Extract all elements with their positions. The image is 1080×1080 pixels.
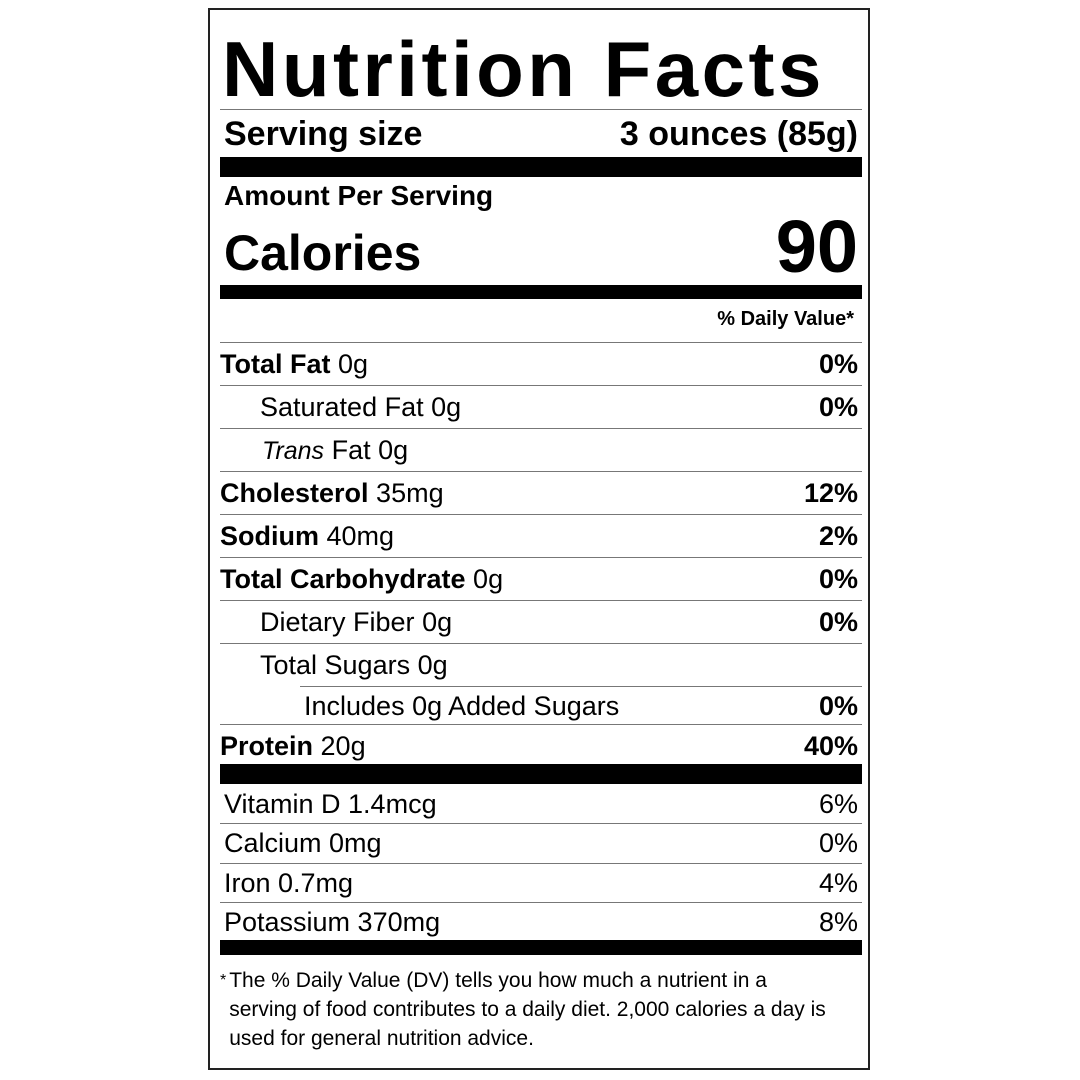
divider	[220, 724, 862, 725]
nutrient-name: Trans Fat 0g	[262, 435, 408, 466]
nutrient-row: Includes 0g Added Sugars 0%	[220, 687, 862, 725]
nutrient-amount: 20g	[320, 730, 366, 761]
nutrient-name: Total Sugars 0g	[260, 650, 448, 681]
calories-label: Calories	[224, 225, 422, 281]
thick-divider	[220, 764, 862, 784]
nutrient-name: Cholesterol 35mg	[220, 478, 444, 509]
serving-size-row: Serving size 3 ounces (85g)	[220, 112, 862, 156]
daily-value-percent: 12%	[803, 477, 858, 508]
nutrient-row: Trans Fat 0g	[220, 429, 862, 471]
footnote-star: *	[220, 972, 227, 989]
serving-size-label: Serving size	[224, 114, 423, 153]
nutrient-label: Cholesterol	[220, 477, 369, 508]
nutrient-row: Saturated Fat 0g 0%	[220, 386, 862, 428]
divider	[220, 643, 862, 644]
nutrient-row: Cholesterol 35mg 12%	[220, 472, 862, 514]
daily-value-percent: 0%	[818, 563, 858, 594]
daily-value-percent: 4%	[818, 867, 858, 898]
nutrient-name: Protein 20g	[220, 731, 366, 762]
nutrient-amount: 0g	[431, 391, 462, 422]
nutrient-row: Sodium 40mg 2%	[220, 515, 862, 557]
nutrient-name: Total Carbohydrate 0g	[220, 564, 503, 595]
divider	[220, 514, 862, 515]
divider	[300, 686, 862, 687]
divider	[220, 385, 862, 386]
nutrient-name: Saturated Fat 0g	[260, 392, 461, 423]
vitamin-name: Calcium 0mg	[224, 827, 382, 858]
footnote-text: The % Daily Value (DV) tells you how muc…	[229, 969, 826, 1050]
nutrient-amount: 0g	[338, 348, 369, 379]
nutrient-amount: 0g	[378, 434, 409, 465]
daily-value-header-label: % Daily Value*	[717, 307, 854, 330]
amount-per-serving-label: Amount Per Serving	[224, 180, 494, 211]
thick-divider	[220, 157, 862, 177]
daily-value-percent: 0%	[818, 827, 858, 858]
daily-value-percent: 0%	[818, 391, 858, 422]
nutrient-amount: 0g	[417, 649, 448, 680]
nutrient-name: Total Fat 0g	[220, 349, 368, 380]
nutrition-facts-label: Nutrition Facts Serving size 3 ounces (8…	[208, 8, 870, 1070]
nutrient-label: Sodium	[220, 520, 319, 551]
nutrient-label: Includes 0g Added Sugars	[304, 690, 620, 721]
divider	[220, 557, 862, 558]
nutrient-row: Total Fat 0g 0%	[220, 343, 862, 385]
nutrient-label: Fat	[331, 434, 371, 465]
nutrient-label: Dietary Fiber	[260, 606, 415, 637]
divider	[220, 863, 862, 864]
nutrient-amount: 35mg	[376, 477, 444, 508]
nutrient-row: Dietary Fiber 0g 0%	[220, 601, 862, 643]
daily-value-percent: 0%	[818, 606, 858, 637]
daily-value-percent: 6%	[818, 788, 858, 819]
daily-value-percent: 40%	[803, 730, 858, 761]
vitamin-row: Calcium 0mg 0%	[220, 824, 862, 862]
vitamin-name: Vitamin D 1.4mcg	[224, 788, 437, 819]
nutrient-amount: 0g	[422, 606, 453, 637]
thick-divider	[220, 285, 862, 299]
divider	[220, 109, 862, 110]
vitamin-name: Potassium 370mg	[224, 906, 441, 937]
daily-value-percent: 2%	[818, 520, 858, 551]
vitamin-row: Vitamin D 1.4mcg 6%	[220, 785, 862, 823]
label-title: Nutrition Facts	[222, 25, 825, 113]
nutrient-label: Protein	[220, 730, 314, 761]
nutrient-label: Total Sugars	[260, 649, 411, 680]
nutrient-name: Dietary Fiber 0g	[260, 607, 452, 638]
divider	[220, 471, 862, 472]
daily-value-percent: 0%	[818, 348, 858, 379]
nutrient-row: Total Sugars 0g	[220, 644, 862, 686]
daily-value-percent: 0%	[818, 690, 858, 721]
vitamin-name: Iron 0.7mg	[224, 867, 354, 898]
nutrient-name: Sodium 40mg	[220, 521, 394, 552]
footnote: * The % Daily Value (DV) tells you how m…	[220, 966, 862, 1053]
divider	[220, 600, 862, 601]
amount-per-serving: Amount Per Serving	[220, 180, 862, 212]
calories-value: 90	[775, 204, 858, 288]
serving-size-value: 3 ounces (85g)	[619, 114, 858, 153]
nutrient-row: Protein 20g 40%	[220, 725, 862, 767]
nutrient-amount: 40mg	[326, 520, 395, 551]
vitamin-row: Potassium 370mg 8%	[220, 903, 862, 941]
divider	[220, 902, 862, 903]
nutrient-amount: 0g	[473, 563, 504, 594]
divider	[220, 428, 862, 429]
divider	[220, 823, 862, 824]
daily-value-percent: 8%	[818, 906, 858, 937]
nutrient-row: Total Carbohydrate 0g 0%	[220, 558, 862, 600]
vitamin-row: Iron 0.7mg 4%	[220, 864, 862, 902]
calories-row: Calories 90	[220, 204, 862, 288]
nutrient-name-italic: Trans	[262, 436, 325, 465]
divider	[220, 342, 862, 343]
nutrient-label: Saturated Fat	[260, 391, 424, 422]
thick-divider	[220, 940, 862, 955]
nutrient-label: Total Carbohydrate	[220, 563, 466, 594]
nutrient-name: Includes 0g Added Sugars	[304, 691, 619, 722]
nutrient-label: Total Fat	[220, 348, 331, 379]
daily-value-header: % Daily Value*	[220, 304, 862, 334]
